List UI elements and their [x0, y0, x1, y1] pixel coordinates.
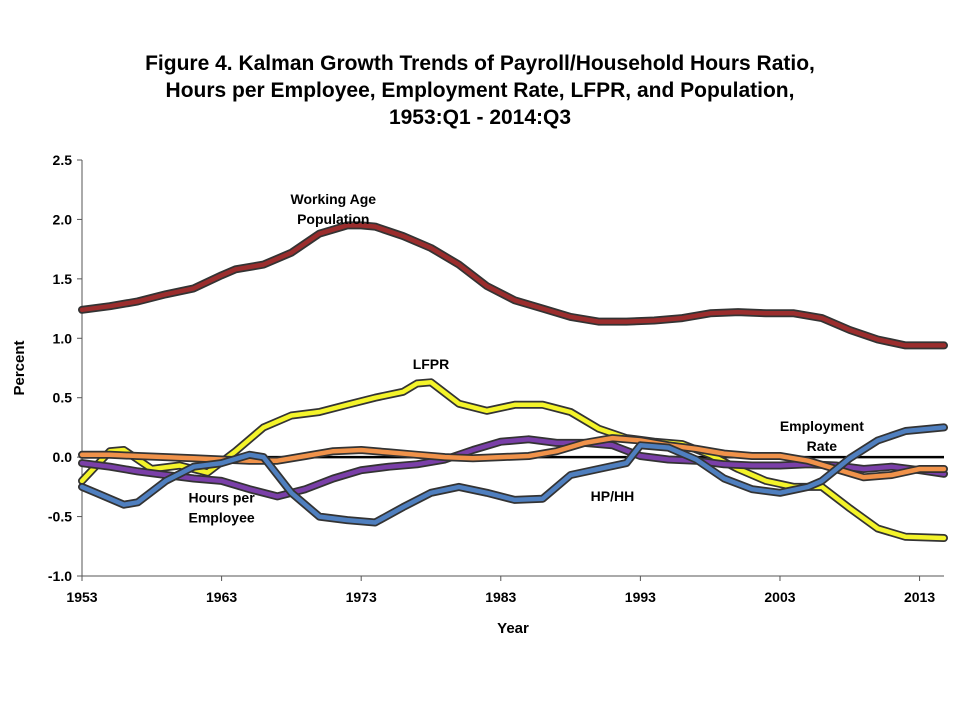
chart-title-line-2: Hours per Employee, Employment Rate, LFP… — [165, 79, 795, 102]
series-2-line — [79, 437, 947, 499]
annotation-line: Rate — [807, 438, 838, 454]
x-tick-label: 2013 — [904, 589, 935, 605]
x-tick-label: 2003 — [764, 589, 795, 605]
x-tick-label: 1973 — [346, 589, 377, 605]
chart-title-line-1: Figure 4. Kalman Growth Trends of Payrol… — [145, 52, 815, 75]
x-tick-label: 1963 — [206, 589, 237, 605]
annotation-label: Working Age Population — [290, 191, 376, 227]
series-0-outline — [78, 221, 948, 350]
x-tick-label: 1993 — [625, 589, 656, 605]
annotation-label: Employment Rate — [780, 418, 864, 454]
annotation-line: HP/HH — [591, 488, 635, 504]
chart-title-line-3: 1953:Q1 - 2014:Q3 — [388, 106, 572, 129]
axes: -1.0 -0.5 0.0 0.5 1.0 1.5 2.0 2.5 1953 1963 1973 19… — [48, 152, 944, 605]
annotation-line: Hours per — [189, 489, 256, 505]
chart-title: Figure 4. Kalman Growth Trends of Payrol… — [0, 50, 960, 131]
x-axis-title: Year — [497, 620, 529, 637]
y-tick-label: 1.0 — [53, 330, 73, 346]
y-tick-label: 1.5 — [53, 271, 73, 287]
series-4-line — [79, 425, 947, 525]
annotation-line: Employee — [189, 509, 255, 525]
series-0-line — [79, 223, 947, 348]
annotation-line: LFPR — [413, 356, 450, 372]
annotation-label: Hours per Employee — [189, 489, 256, 525]
y-tick-label: 2.0 — [53, 211, 73, 227]
y-tick-label: 0.5 — [53, 390, 73, 406]
y-tick-label: 2.5 — [53, 152, 73, 168]
y-tick-label: 0.0 — [53, 449, 73, 465]
annotation-line: Population — [297, 211, 369, 227]
y-axis-title: Percent — [11, 340, 28, 395]
annotation-label: HP/HH — [591, 488, 635, 504]
x-tick-label: 1953 — [66, 589, 97, 605]
y-tick-label: -1.0 — [48, 568, 72, 584]
series-group — [78, 221, 948, 542]
y-tick-label: -0.5 — [48, 509, 72, 525]
annotation-line: Working Age — [290, 191, 376, 207]
annotation-label: LFPR — [413, 356, 450, 372]
annotations: Working Age Population LFPR Employment Rate H… — [189, 191, 865, 525]
annotation-line: Employment — [780, 418, 864, 434]
x-tick-label: 1983 — [485, 589, 516, 605]
